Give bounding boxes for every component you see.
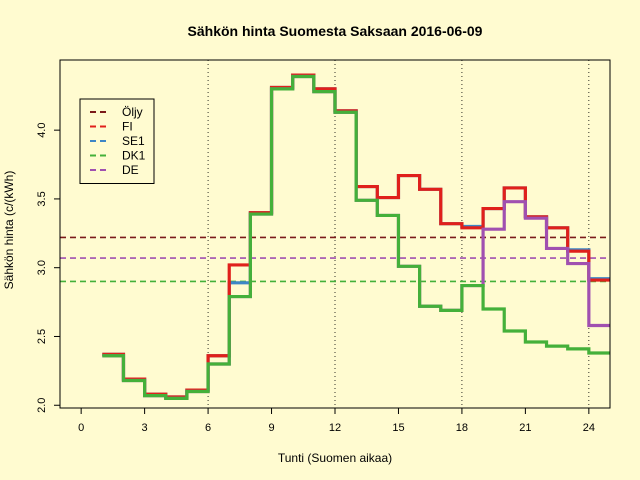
series-line-3: [102, 74, 610, 400]
horizontal-reference-lines: [60, 236, 610, 283]
y-axis: 2.0 2.5 3.0 3.5 4.0: [36, 123, 60, 413]
y-tick-label: 2.5: [36, 329, 48, 344]
legend-label: SE1: [122, 134, 145, 148]
x-tick-label: 12: [329, 422, 341, 434]
x-tick-label: 24: [583, 422, 595, 434]
y-tick-label: 2.0: [36, 398, 48, 413]
legend-label: DK1: [122, 149, 146, 163]
legend-label: FI: [122, 120, 133, 134]
x-tick-label: 3: [142, 422, 148, 434]
y-tick-label: 3.5: [36, 191, 48, 206]
x-axis-title: Tunti (Suomen aikaa): [278, 451, 392, 465]
x-tick-label: 15: [392, 422, 404, 434]
chart-title: Sähkön hinta Suomesta Saksaan 2016-06-09: [188, 23, 483, 39]
legend-label: DE: [122, 163, 139, 177]
y-tick-label: 4.0: [36, 123, 48, 138]
x-axis: 0 3 6 9 12 15 18 21 24: [78, 407, 595, 434]
series-lines: [102, 73, 610, 400]
x-tick-label: 18: [456, 422, 468, 434]
x-tick-label: 6: [205, 422, 211, 434]
x-tick-label: 9: [268, 422, 274, 434]
legend-label: Öljy: [122, 105, 143, 119]
x-tick-label: 21: [519, 422, 531, 434]
y-axis-title: Sähkön hinta (c/(kWh): [2, 171, 16, 290]
y-tick-label: 3.0: [36, 260, 48, 275]
x-tick-label: 0: [78, 422, 84, 434]
